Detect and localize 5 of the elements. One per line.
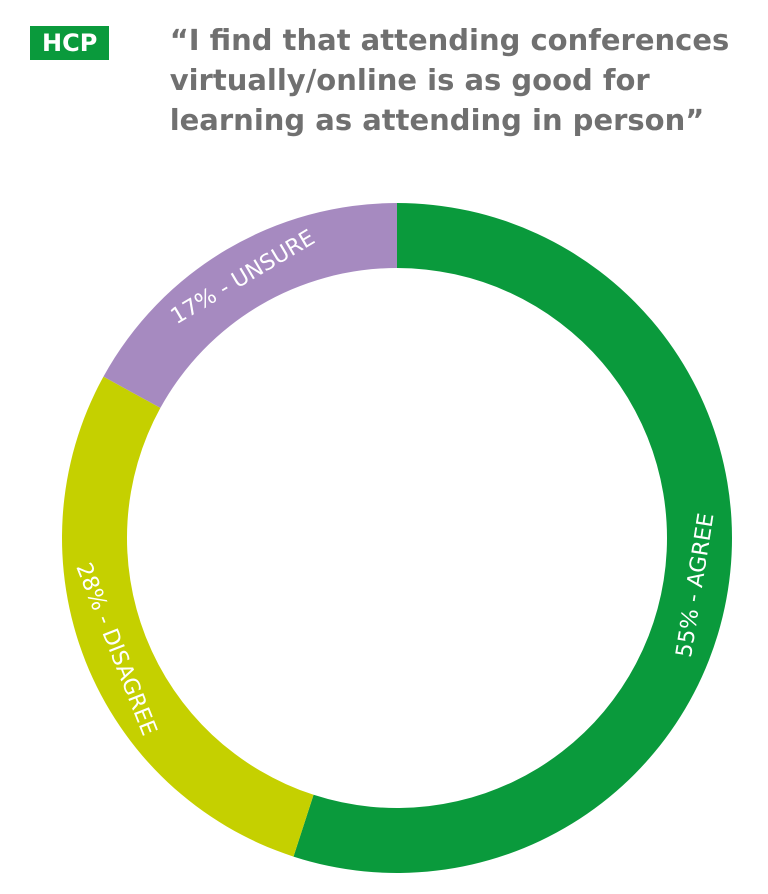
text: HCP <box>30 26 110 60</box>
donut-slice <box>103 203 397 408</box>
chart-title: “I find that attending conferences virtually/online is as good for learning as attending in person” <box>170 22 730 139</box>
donut-slice <box>62 376 314 857</box>
slice-label: 55% - AGREE <box>672 511 720 660</box>
